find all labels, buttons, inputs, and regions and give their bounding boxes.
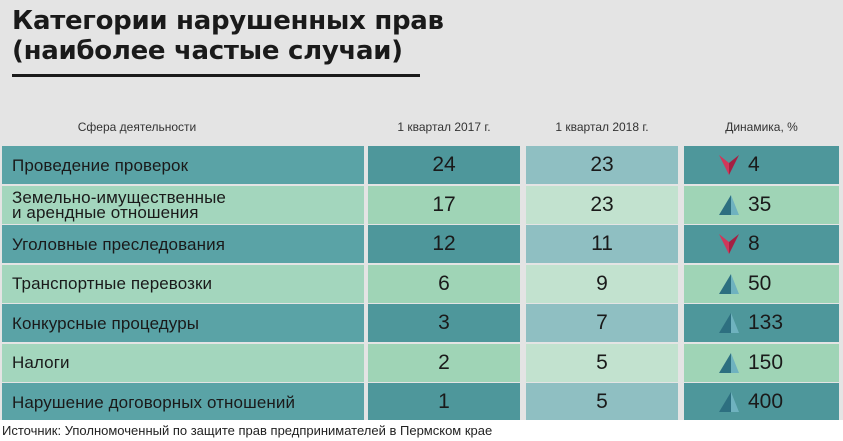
table-row: Транспортные перевозки 6 9 50 [0,264,843,303]
header-q2018: 1 квартал 2018 г. [555,120,649,134]
header-category: Сфера деятельности [77,120,197,134]
row-dynamics: 8 [684,225,839,263]
table-row: Нарушение договорных отношений 1 5 400 [0,383,843,421]
row-dynamics: 400 [684,383,839,421]
row-value-2017: 17 [368,185,520,224]
trend-down-icon [719,234,739,254]
trend-up-icon [719,273,739,294]
row-value-2017: 3 [368,304,520,342]
row-dynamics-value: 35 [748,192,772,216]
table-row: Налоги 2 5 150 [0,343,843,382]
row-dynamics: 4 [684,146,839,184]
row-value-2018: 5 [526,383,678,421]
row-category: Земельно-имущественные и арендные отноше… [2,185,364,224]
row-dynamics-value: 400 [748,390,784,413]
row-dynamics-value: 4 [748,153,760,176]
trend-down-icon [719,155,739,175]
source-note: Источник: Уполномоченный по защите прав … [0,420,843,441]
row-dynamics: 133 [684,304,839,342]
row-value-2017: 6 [368,264,520,303]
row-value-2018: 7 [526,304,678,342]
row-dynamics: 35 [684,185,839,224]
row-category-text: Транспортные перевозки [12,274,213,293]
trend-up-icon [719,352,739,373]
row-value-2017: 12 [368,225,520,263]
title-line-2: (наиболее частые случаи) [12,36,403,66]
table-row: Земельно-имущественные и арендные отноше… [0,185,843,224]
row-category-text: Земельно-имущественные и арендные отноше… [12,187,226,222]
row-category: Проведение проверок [2,146,364,184]
row-category-text: Конкурсные процедуры [12,313,200,333]
row-value-2018: 11 [526,225,678,263]
row-dynamics: 50 [684,264,839,303]
row-dynamics-value: 8 [748,232,760,255]
row-category-text: Проведение проверок [12,155,189,175]
trend-up-icon [719,313,739,333]
row-value-2018: 5 [526,343,678,382]
table-row: Конкурсные процедуры 3 7 133 [0,304,843,342]
title-underline [12,74,420,77]
table-row: Уголовные преследования 12 11 8 [0,225,843,263]
row-category: Уголовные преследования [2,225,364,263]
title-line-1: Категории нарушенных прав [12,6,444,36]
row-value-2018: 23 [526,146,678,184]
row-dynamics-value: 150 [748,350,784,374]
trend-up-icon [719,392,739,412]
row-dynamics-value: 133 [748,311,784,334]
header-dynamics: Динамика, % [725,120,798,134]
trend-up-icon [719,194,739,215]
chart-title: Категории нарушенных прав (наиболее част… [12,6,444,66]
table-row: Проведение проверок 24 23 4 [0,146,843,184]
row-category-text: Налоги [12,353,70,372]
row-category-text: Уголовные преследования [12,234,225,254]
row-dynamics-value: 50 [748,271,772,295]
row-value-2018: 9 [526,264,678,303]
row-category: Налоги [2,343,364,382]
row-dynamics: 150 [684,343,839,382]
row-category: Транспортные перевозки [2,264,364,303]
row-category: Конкурсные процедуры [2,304,364,342]
row-value-2018: 23 [526,185,678,224]
row-value-2017: 1 [368,383,520,421]
row-category-text: Нарушение договорных отношений [12,392,296,412]
row-value-2017: 2 [368,343,520,382]
row-category: Нарушение договорных отношений [2,383,364,421]
row-value-2017: 24 [368,146,520,184]
header-q2017: 1 квартал 2017 г. [397,120,491,134]
